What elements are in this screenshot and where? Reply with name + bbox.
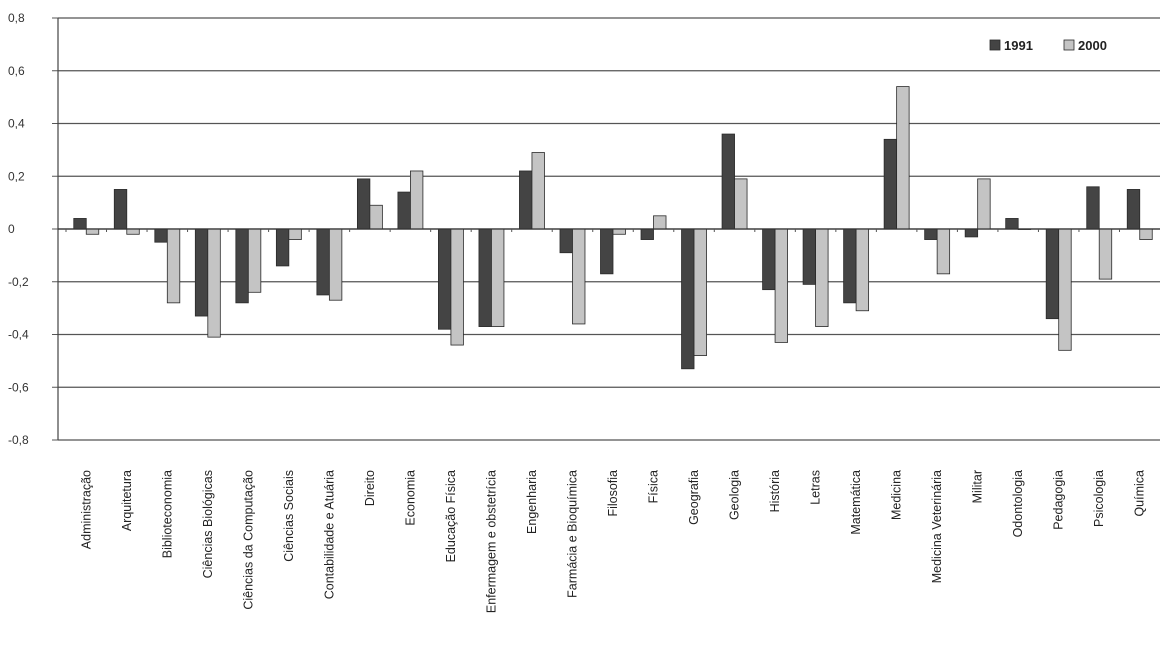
bar-1991-12 [559, 228, 573, 254]
bar-2000-22 [977, 178, 991, 230]
bar-1991-18 [802, 228, 816, 285]
x-category-label: Engenharia [525, 470, 539, 534]
bar-1991-16 [721, 133, 735, 230]
x-category-label: Militar [971, 470, 985, 503]
x-category-label: Economia [403, 470, 417, 526]
bar-2000-19 [855, 228, 870, 312]
bar-2000-25 [1098, 228, 1113, 280]
bar-2000-6 [328, 228, 343, 301]
bar-1991-9 [438, 228, 452, 330]
bar-1991-22 [964, 228, 979, 238]
bar-1991-0 [73, 218, 87, 230]
y-tick-label: -0,8 [8, 433, 29, 447]
bar-1991-13 [600, 228, 614, 275]
bar-1991-20 [883, 138, 898, 230]
bar-1991-15 [681, 228, 695, 370]
bar-2000-2 [166, 228, 181, 304]
x-axis-categories: Administração Arquitetura Biblioteconomia C… [79, 470, 1146, 613]
bar-1991-24 [1045, 228, 1060, 320]
bar-2000-4 [247, 228, 262, 293]
legend-label-2000: 2000 [1078, 38, 1107, 53]
legend-swatch-2000 [1063, 39, 1075, 51]
x-category-label: Medicina Veterinária [930, 470, 944, 583]
bar-2000-18 [815, 228, 829, 327]
bar-2000-12 [572, 228, 586, 325]
legend: 1991 2000 [989, 38, 1107, 53]
bar-2000-9 [450, 228, 464, 346]
bar-1991-10 [478, 228, 492, 327]
bar-2000-11 [531, 152, 545, 230]
y-tick-label: 0 [8, 222, 15, 236]
x-category-label: Educação Física [444, 470, 458, 562]
bar-1991-26 [1126, 189, 1141, 230]
bar-1991-17 [762, 228, 776, 291]
x-category-label: Química [1133, 470, 1147, 517]
x-category-label: Geologia [728, 470, 742, 520]
axes [57, 18, 1160, 440]
x-category-label: Física [647, 470, 661, 503]
bar-2000-7 [369, 204, 383, 230]
bar-2000-17 [774, 228, 788, 343]
legend-label-1991: 1991 [1004, 38, 1033, 53]
legend-swatch-1991 [989, 39, 1001, 51]
bar-2000-16 [734, 178, 748, 230]
y-axis-ticks: 0,8 0,6 0,4 0,2 0 -0,2 -0,4 -0,6 -0,8 [8, 11, 58, 447]
x-category-label: Administração [79, 470, 93, 549]
x-category-label: Ciências Biológicas [201, 470, 215, 578]
bar-2000-0 [85, 228, 100, 235]
bar-1991-23 [1005, 218, 1019, 230]
bar-2000-21 [936, 228, 951, 275]
x-category-label: Contabilidade e Atuária [322, 470, 336, 599]
x-category-label: Enfermagem e obstetrícia [484, 470, 498, 613]
x-category-label: Letras [809, 470, 823, 505]
y-tick-label: 0,2 [8, 169, 25, 183]
y-tick-label: -0,6 [8, 380, 29, 394]
bar-2000-14 [653, 215, 667, 230]
y-tick-label: 0,8 [8, 11, 25, 25]
bar-2000-3 [207, 228, 221, 338]
bar-2000-15 [693, 228, 707, 356]
x-category-label: História [768, 470, 782, 512]
bar-1991-25 [1086, 186, 1100, 230]
bar-1991-7 [356, 178, 371, 230]
x-category-label: Arquitetura [120, 470, 134, 531]
bar-1991-3 [194, 228, 209, 317]
x-category-label: Psicologia [1092, 470, 1106, 527]
bar-1991-8 [397, 191, 411, 230]
bar-2000-5 [288, 228, 302, 240]
x-category-label: Odontologia [1011, 470, 1025, 537]
bars [73, 86, 1153, 370]
bar-1991-14 [640, 228, 654, 240]
y-tick-label: 0,4 [8, 117, 25, 131]
bar-1991-2 [154, 228, 168, 243]
x-category-label: Biblioteconomia [160, 470, 174, 558]
bar-1991-19 [843, 228, 857, 304]
bar-2000-8 [410, 170, 424, 230]
x-category-label: Geografia [687, 470, 701, 525]
bar-2000-26 [1139, 228, 1153, 240]
bar-1991-5 [275, 228, 290, 267]
bar-1991-21 [924, 228, 938, 240]
bar-1991-1 [113, 189, 128, 230]
bar-2000-24 [1058, 228, 1072, 351]
y-tick-label: 0,6 [8, 64, 25, 78]
x-category-label: Ciências da Computação [241, 470, 255, 610]
y-tick-label: -0,4 [8, 328, 29, 342]
bar-1991-6 [316, 228, 330, 296]
x-category-label: Direito [363, 470, 377, 506]
bar-2000-13 [612, 228, 626, 235]
bar-2000-10 [491, 228, 505, 327]
y-tick-label: -0,2 [8, 275, 29, 289]
x-category-label: Ciências Sociais [282, 470, 296, 562]
x-category-label: Farmácia e Bioquímica [565, 470, 579, 598]
bar-1991-11 [519, 170, 533, 230]
x-category-label: Pedagogia [1052, 470, 1066, 530]
x-category-label: Filosofia [606, 470, 620, 517]
bar-2000-20 [896, 86, 910, 230]
bar-2000-1 [126, 228, 140, 235]
x-category-label: Medicina [890, 470, 904, 520]
x-category-label: Matemática [849, 470, 863, 535]
bar-1991-4 [235, 228, 249, 304]
